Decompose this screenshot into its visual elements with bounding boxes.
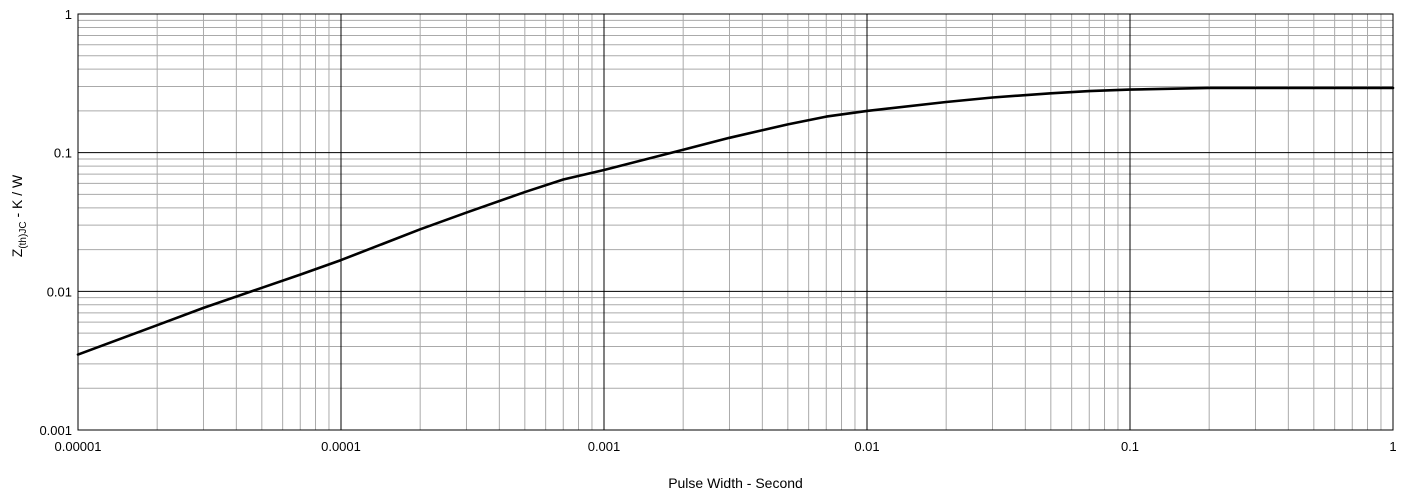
y-tick-label: 0.1 — [54, 146, 72, 161]
x-tick-label: 0.1 — [1121, 439, 1139, 454]
x-tick-labels: 0.00001 0.0001 0.001 0.01 0.1 1 — [55, 439, 1397, 454]
y-tick-label: 0.001 — [39, 423, 72, 438]
y-axis-title-suffix: - K / W — [9, 174, 25, 221]
y-axis-title-main: Z — [9, 248, 25, 257]
y-axis-title-subscript: (th)JC — [18, 221, 29, 248]
y-tick-labels: 0.001 0.01 0.1 1 — [39, 7, 72, 438]
x-tick-label: 0.00001 — [55, 439, 102, 454]
plot-border — [77, 13, 1394, 431]
major-grid — [77, 13, 1394, 431]
minor-grid — [78, 14, 1393, 430]
y-tick-label: 0.01 — [47, 284, 72, 299]
x-tick-label: 0.001 — [588, 439, 621, 454]
x-axis-title: Pulse Width - Second — [668, 475, 803, 491]
x-tick-label: 0.01 — [854, 439, 879, 454]
x-tick-label: 0.0001 — [321, 439, 361, 454]
series-group — [76, 86, 1395, 356]
series-line — [76, 86, 1395, 356]
y-tick-label: 1 — [65, 7, 72, 22]
y-axis-title: Z(th)JC - K / W — [9, 174, 29, 257]
x-tick-label: 1 — [1389, 439, 1396, 454]
